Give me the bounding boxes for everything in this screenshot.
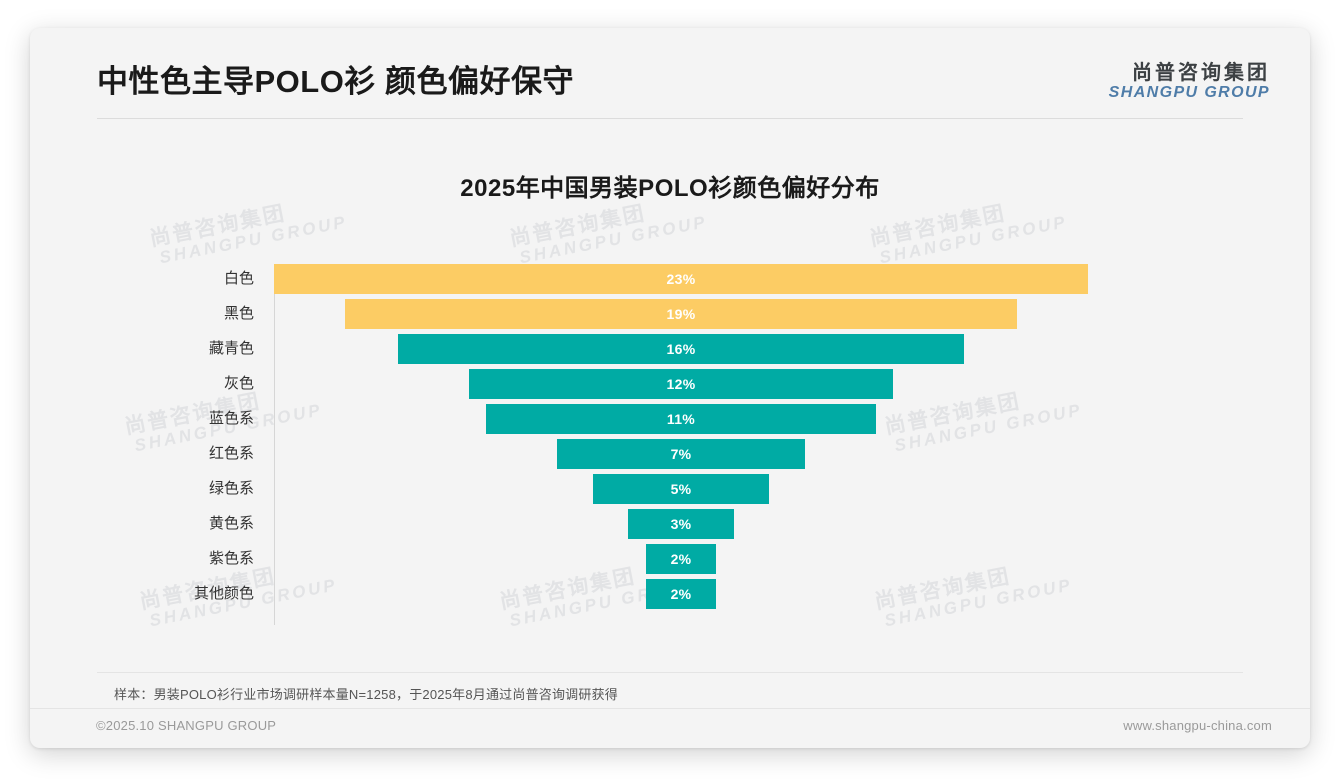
funnel-bar-chart: 白色 23% 黑色 19% 藏青色 16% 灰色 12% 蓝色系 11% 红色系 7% 绿色系 5% 黄色系… xyxy=(30,264,1310,654)
category-label: 黄色系 xyxy=(208,515,254,532)
bar-value-label: 23% xyxy=(666,271,696,287)
category-label: 白色 xyxy=(223,270,254,287)
category-label: 灰色 xyxy=(223,375,254,392)
copyright-text: ©2025.10 SHANGPU GROUP xyxy=(96,718,277,733)
watermark: 尚普咨询集团 SHANGPU GROUP xyxy=(508,192,709,269)
bar-value-label: 2% xyxy=(670,586,692,602)
chart-row: 其他颜色 2% xyxy=(30,579,1310,614)
chart-rows: 白色 23% 黑色 19% 藏青色 16% 灰色 12% 蓝色系 11% 红色系 7% 绿色系 5% 黄色系… xyxy=(30,264,1310,614)
category-label: 红色系 xyxy=(208,445,254,462)
watermark: 尚普咨询集团 SHANGPU GROUP xyxy=(868,192,1069,269)
chart-row: 藏青色 16% xyxy=(30,334,1310,369)
watermark-en: SHANGPU GROUP xyxy=(157,212,350,268)
bar-value-label: 11% xyxy=(666,411,696,427)
chart-bar[interactable]: 16% xyxy=(397,334,965,364)
category-label: 其他颜色 xyxy=(193,585,254,602)
slide-header: 中性色主导POLO衫 颜色偏好保守 尚普咨询集团 SHANGPU GROUP xyxy=(30,28,1310,128)
bar-value-label: 16% xyxy=(666,341,696,357)
category-label: 黑色 xyxy=(223,305,254,322)
chart-bar[interactable]: 11% xyxy=(486,404,876,434)
chart-bar[interactable]: 3% xyxy=(627,509,735,539)
bar-value-label: 19% xyxy=(666,306,696,322)
bar-value-label: 7% xyxy=(670,446,692,462)
chart-bar[interactable]: 2% xyxy=(645,579,717,609)
page-title: 中性色主导POLO衫 颜色偏好保守 xyxy=(97,64,574,99)
chart-row: 蓝色系 11% xyxy=(30,404,1310,439)
website-text: www.shangpu-china.com xyxy=(1123,718,1272,733)
header-divider xyxy=(97,118,1243,119)
chart-row: 黄色系 3% xyxy=(30,509,1310,544)
category-label: 绿色系 xyxy=(208,480,254,497)
bar-value-label: 3% xyxy=(670,516,692,532)
watermark: 尚普咨询集团 SHANGPU GROUP xyxy=(148,192,349,269)
category-label: 蓝色系 xyxy=(208,410,254,427)
bar-value-label: 2% xyxy=(670,551,692,567)
chart-row: 灰色 12% xyxy=(30,369,1310,404)
watermark-en: SHANGPU GROUP xyxy=(517,212,710,268)
brand-logo-en: SHANGPU GROUP xyxy=(1108,84,1270,102)
footer-divider xyxy=(30,708,1310,709)
sample-note: 样本：男装POLO衫行业市场调研样本量N=1258，于2025年8月通过尚普咨询… xyxy=(114,687,618,702)
chart-row: 白色 23% xyxy=(30,264,1310,299)
chart-bar[interactable]: 7% xyxy=(557,439,805,469)
chart-row: 绿色系 5% xyxy=(30,474,1310,509)
slide-canvas: 尚普咨询集团 SHANGPU GROUP 尚普咨询集团 SHANGPU GROU… xyxy=(30,28,1310,748)
chart-bar[interactable]: 2% xyxy=(645,544,717,574)
category-label: 紫色系 xyxy=(208,550,254,567)
chart-row: 紫色系 2% xyxy=(30,544,1310,579)
category-label: 藏青色 xyxy=(208,340,254,357)
watermark-en: SHANGPU GROUP xyxy=(877,212,1070,268)
chart-title: 2025年中国男装POLO衫颜色偏好分布 xyxy=(460,175,880,202)
chart-bar[interactable]: 12% xyxy=(468,369,894,399)
chart-bar[interactable]: 5% xyxy=(592,474,770,504)
chart-row: 黑色 19% xyxy=(30,299,1310,334)
bar-value-label: 12% xyxy=(666,376,696,392)
brand-logo: 尚普咨询集团 SHANGPU GROUP xyxy=(1109,62,1270,102)
chart-bar[interactable]: 23% xyxy=(274,264,1088,294)
note-divider xyxy=(97,672,1243,673)
chart-row: 红色系 7% xyxy=(30,439,1310,474)
chart-bar[interactable]: 19% xyxy=(344,299,1018,329)
bar-value-label: 5% xyxy=(670,481,692,497)
chart-axis-line xyxy=(274,264,275,625)
brand-logo-cn: 尚普咨询集团 xyxy=(1132,62,1270,84)
